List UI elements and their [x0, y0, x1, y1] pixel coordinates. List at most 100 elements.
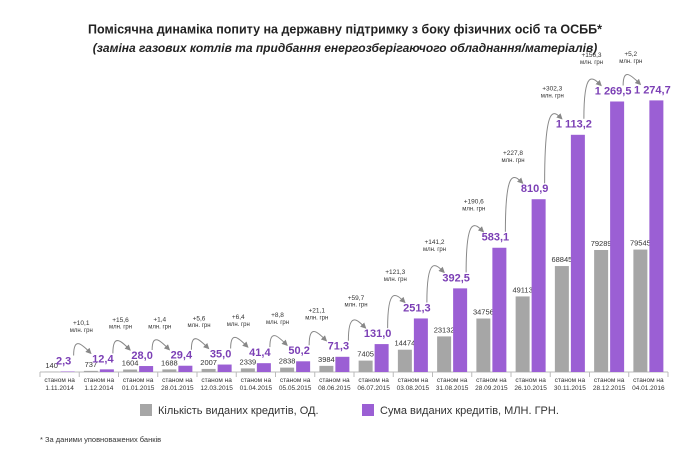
- legend-label: Кількість виданих кредитів, ОД.: [158, 405, 319, 417]
- bar: [515, 296, 530, 372]
- annotation: +8,8: [271, 312, 284, 319]
- annotation-unit: млн. грн: [266, 320, 289, 326]
- bar: [413, 318, 428, 372]
- x-tick-label: станом на 12.03.2015: [200, 377, 233, 392]
- arrow: [426, 265, 445, 303]
- data-label: 1688: [161, 358, 178, 367]
- bar: [649, 100, 664, 373]
- annotation-unit: млн. грн: [227, 322, 250, 328]
- data-label: 810,9: [521, 183, 549, 195]
- data-label: 737: [85, 360, 98, 369]
- annotation-unit: млн. грн: [187, 323, 210, 329]
- bar: [531, 199, 546, 372]
- data-label: 1 274,7: [634, 84, 671, 96]
- annotation-unit: млн. грн: [423, 247, 446, 253]
- annotation: +21,1: [309, 308, 326, 315]
- data-label: 12,4: [92, 353, 114, 365]
- x-tick-label: станом на 28.09.2015: [475, 377, 508, 392]
- bar: [99, 369, 114, 372]
- arrow: [622, 74, 642, 86]
- annotation-unit: млн. грн: [109, 325, 132, 331]
- annotation-unit: млн. грн: [501, 158, 524, 164]
- bar: [397, 349, 412, 372]
- annotation: +59,7: [348, 295, 365, 302]
- arrow: [504, 177, 524, 232]
- x-tick-label: станом на 31.08.2015: [435, 377, 469, 392]
- bar: [296, 361, 311, 372]
- x-tick-label: станом на 01.01.2015: [121, 377, 155, 392]
- data-label: 1 113,2: [556, 119, 592, 131]
- x-tick-label: станом на 01.04.2015: [239, 377, 273, 392]
- legend-label: Сума виданих кредитів, МЛН. ГРН.: [380, 405, 559, 417]
- x-tick-label: станом на 28.12.2015: [592, 377, 626, 392]
- annotation-unit: млн. грн: [580, 60, 603, 66]
- data-label: 7405: [357, 350, 374, 359]
- annotation: +5,6: [193, 315, 206, 322]
- bar: [319, 365, 334, 372]
- bar: [280, 367, 295, 372]
- annotation: +121,3: [385, 269, 405, 276]
- data-label: 2007: [200, 358, 217, 367]
- bar: [178, 365, 193, 372]
- annotation-unit: млн. грн: [305, 315, 328, 321]
- bar: [201, 368, 216, 372]
- data-label: 3984: [318, 355, 335, 364]
- bar: [358, 360, 373, 372]
- legend-swatch: [362, 404, 374, 416]
- data-label: 34756: [473, 307, 494, 316]
- arrow: [112, 340, 131, 354]
- annotation-unit: млн. грн: [541, 93, 564, 99]
- x-tick-label: станом на 04.01.2016: [632, 377, 665, 392]
- annotation: +302,3: [542, 86, 562, 93]
- annotation-unit: млн. грн: [148, 324, 171, 330]
- chart-title: Помісячна динаміка попиту на державну пі…: [88, 22, 602, 36]
- arrow: [190, 338, 210, 350]
- arrow: [73, 343, 92, 356]
- x-tick-label: станом на 06.07.2015: [357, 377, 390, 392]
- annotation-unit: млн. грн: [344, 303, 367, 309]
- data-label: 2,3: [56, 355, 71, 367]
- arrow: [544, 113, 563, 184]
- data-label: 1604: [122, 359, 139, 368]
- annotation: +156,3: [581, 52, 601, 59]
- arrow: [347, 319, 367, 341]
- annotation: +190,6: [464, 198, 484, 205]
- arrow: [308, 331, 328, 346]
- data-label: 79545: [630, 239, 651, 248]
- bar: [570, 134, 585, 372]
- annotation: +141,2: [424, 239, 444, 246]
- data-label: 14474: [394, 339, 415, 348]
- data-label: 2838: [279, 357, 296, 366]
- bar: [476, 318, 491, 372]
- x-tick-label: станом на 26.10.2015: [514, 377, 547, 392]
- bar: [240, 368, 255, 372]
- legend-swatch: [140, 404, 152, 416]
- x-tick-label: станом на 05.05.2015: [278, 377, 312, 392]
- data-label: 50,2: [288, 345, 309, 357]
- bar: [594, 249, 609, 372]
- data-label: 140: [45, 361, 58, 370]
- arrow: [269, 335, 288, 348]
- bar: [492, 247, 507, 372]
- data-label: 29,4: [171, 350, 193, 362]
- bar: [437, 336, 452, 372]
- data-label: 28,0: [131, 350, 152, 362]
- data-label: 392,5: [442, 272, 470, 284]
- arrow: [583, 78, 602, 119]
- bar: [453, 288, 468, 372]
- data-label: 41,4: [249, 347, 271, 359]
- bar: [335, 356, 350, 372]
- arrow: [387, 294, 406, 329]
- bar: [139, 366, 154, 372]
- x-tick-label: станом на 1.11.2014: [44, 377, 75, 392]
- arrow: [151, 339, 171, 351]
- bar: [554, 266, 569, 372]
- annotation-unit: млн. грн: [619, 59, 642, 65]
- x-tick-label: станом на 30.11.2015: [553, 377, 586, 392]
- annotation: +6,4: [232, 314, 245, 321]
- chart-subtitle: (заміна газових котлів та придбання енер…: [93, 41, 597, 55]
- annotation: +227,8: [503, 150, 523, 157]
- annotation-unit: млн. грн: [462, 206, 485, 212]
- bar: [83, 370, 98, 372]
